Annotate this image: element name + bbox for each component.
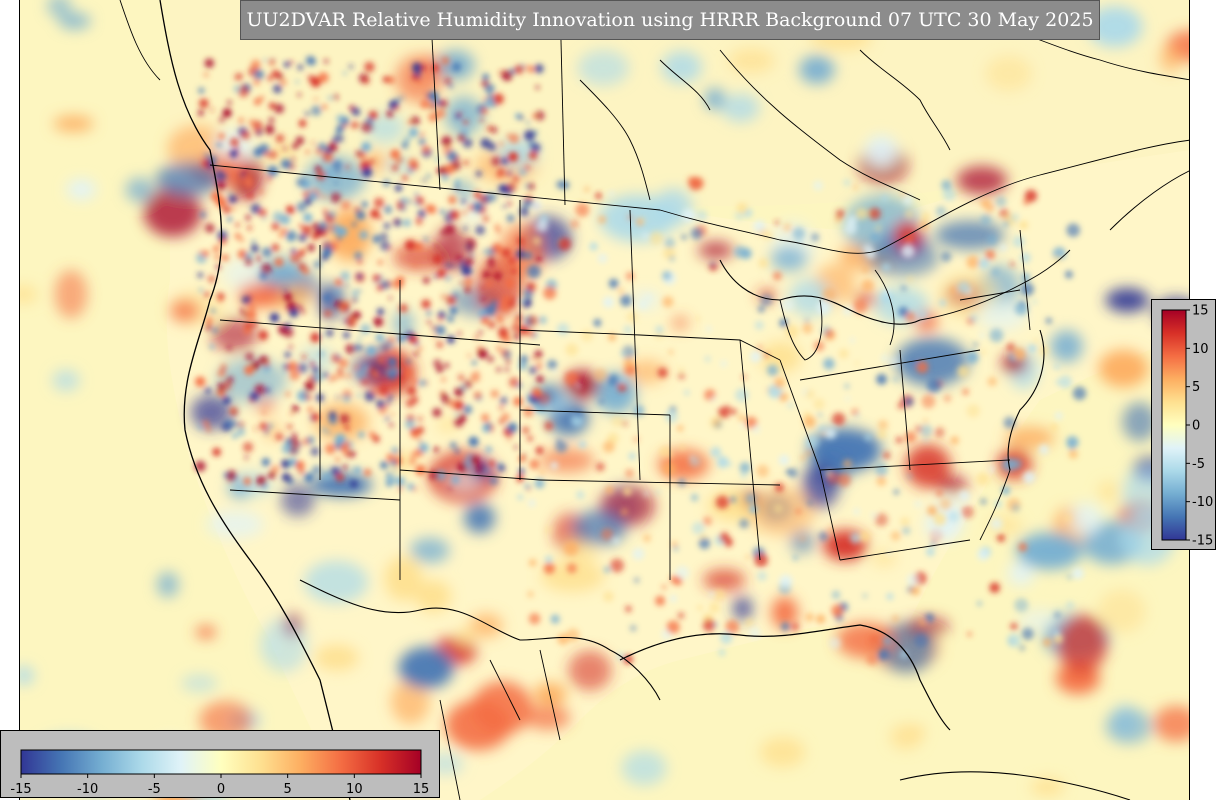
map-panel[interactable]: [19, 0, 1190, 800]
colorbar-tick-label: 5: [1192, 380, 1200, 395]
colorbar-tick-label: -15: [1192, 534, 1213, 549]
colorbar-tick-label: 10: [346, 782, 363, 797]
vertical-colorbar: -15 -10 -5 0 5 10 15: [1151, 299, 1216, 550]
colorbar-tick-label: -15: [10, 782, 31, 797]
colorbar-bar: [20, 749, 422, 775]
chart-title: UU2DVAR Relative Humidity Innovation usi…: [240, 0, 1100, 40]
horizontal-colorbar: -15 -10 -5 0 5 10 15: [0, 730, 440, 798]
innovation-field-detail: [194, 55, 1087, 666]
colorbar-tick-label: -5: [1192, 457, 1205, 472]
colorbar-bar: [1161, 309, 1187, 541]
colorbar-tick-label: 10: [1192, 342, 1209, 357]
colorbar-tick-label: 15: [1192, 304, 1209, 319]
colorbar-tick-label: 0: [217, 782, 225, 797]
colorbar-tick-label: 5: [284, 782, 292, 797]
horizontal-colorbar-gradient: -15 -10 -5 0 5 10 15: [10, 749, 430, 797]
colorbar-tick-label: -10: [77, 782, 98, 797]
colorbar-tick-label: -10: [1192, 495, 1213, 510]
political-borders: [119, 0, 1189, 800]
colorbar-tick-label: -5: [148, 782, 161, 797]
humidity-field-map[interactable]: [20, 0, 1190, 800]
vertical-colorbar-gradient: -15 -10 -5 0 5 10 15: [1161, 304, 1213, 549]
colorbar-tick-label: 0: [1192, 419, 1200, 434]
colorbar-tick-label: 15: [413, 782, 430, 797]
